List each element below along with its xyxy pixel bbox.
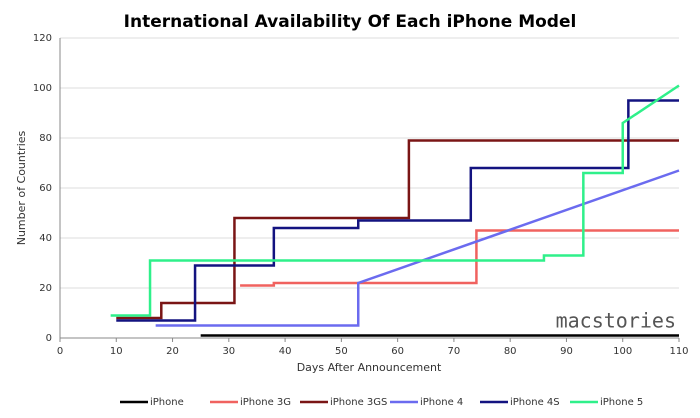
series-line: [116, 99, 679, 322]
x-tick-label: 0: [57, 346, 63, 357]
x-tick-label: 110: [669, 346, 688, 357]
y-tick-label: 60: [39, 183, 52, 194]
x-tick-label: 60: [391, 346, 404, 357]
y-tick-label: 80: [39, 133, 52, 144]
x-tick-label: 10: [110, 346, 123, 357]
x-tick-label: 20: [166, 346, 179, 357]
legend-label: iPhone 4S: [510, 397, 560, 408]
x-axis-label: Days After Announcement: [297, 361, 442, 374]
x-tick-label: 50: [335, 346, 348, 357]
x-tick-label: 40: [279, 346, 292, 357]
series-line: [240, 229, 679, 287]
x-tick-label: 70: [448, 346, 461, 357]
y-tick-label: 40: [39, 233, 52, 244]
legend-label: iPhone 4: [420, 397, 463, 408]
legend-label: iPhone 5: [600, 397, 643, 408]
y-tick-label: 120: [33, 33, 52, 44]
chart-title: International Availability Of Each iPhon…: [124, 12, 577, 32]
x-tick-label: 30: [222, 346, 235, 357]
x-tick-label: 80: [504, 346, 517, 357]
legend-label: iPhone 3GS: [330, 397, 387, 408]
watermark: macstories: [556, 309, 676, 333]
x-tick-label: 100: [613, 346, 632, 357]
series-line: [155, 169, 680, 327]
y-axis-label: Number of Countries: [15, 130, 28, 245]
y-tick-label: 100: [33, 83, 52, 94]
legend-label: iPhone: [150, 397, 184, 408]
x-tick-label: 90: [560, 346, 573, 357]
y-tick-label: 0: [46, 333, 52, 344]
y-tick-label: 20: [39, 283, 52, 294]
legend-label: iPhone 3G: [240, 397, 291, 408]
series-line: [110, 84, 680, 317]
